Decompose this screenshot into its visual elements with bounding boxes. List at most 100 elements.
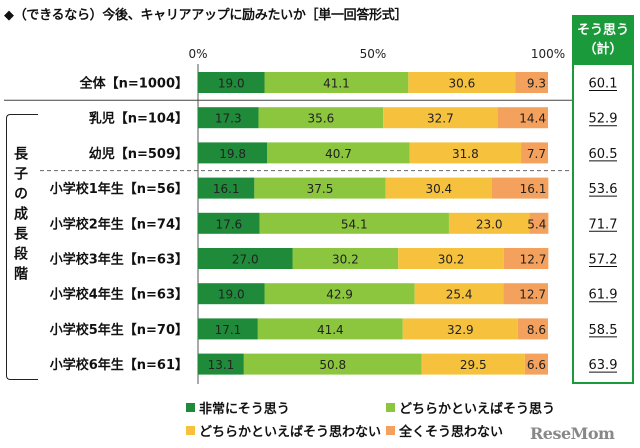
data-label: 42.9 <box>326 288 353 302</box>
legend-label-4: 全くそう思わない <box>399 425 504 440</box>
bar-segment <box>267 142 410 164</box>
bar-segment <box>515 72 548 93</box>
data-label: 13.1 <box>208 358 235 372</box>
legend-swatch-3 <box>186 426 195 435</box>
data-label: 5.4 <box>527 217 546 231</box>
total-value: 61.9 <box>589 288 618 303</box>
data-label: 14.4 <box>519 112 546 126</box>
data-label: 17.6 <box>215 217 242 231</box>
data-label: 32.9 <box>447 323 474 337</box>
bar-segment <box>414 283 504 305</box>
data-label: 9.3 <box>527 77 546 91</box>
data-label: 30.2 <box>438 253 465 267</box>
bar-segment <box>524 353 548 375</box>
bar-segment <box>497 107 548 129</box>
total-column-header: そう思う （計） <box>572 15 634 65</box>
bar-segment <box>258 107 384 129</box>
total-value: 63.9 <box>589 358 618 373</box>
brand-logo: ReseMom <box>530 424 615 443</box>
data-label: 27.0 <box>232 253 259 267</box>
data-label: 30.4 <box>425 182 452 196</box>
total-value: 60.5 <box>589 147 618 162</box>
bar-segment <box>292 248 399 269</box>
data-label: 41.1 <box>323 77 350 91</box>
total-value: 58.5 <box>589 323 618 338</box>
bar-segment <box>198 212 260 234</box>
data-label: 12.7 <box>519 288 546 302</box>
bar-segment <box>198 353 244 375</box>
legend-label-1: 非常にそう思う <box>199 402 290 417</box>
total-value: 57.2 <box>589 253 618 268</box>
data-label: 19.0 <box>218 77 245 91</box>
category-label: 全体【n=1000】 <box>79 76 188 92</box>
data-label: 30.6 <box>449 77 476 91</box>
data-label: 16.1 <box>213 182 240 196</box>
bar-segment <box>529 212 549 234</box>
chart-title: ◆（できるなら）今後、キャリアアップに励みたいか［単一回答形式］ <box>4 8 408 23</box>
total-header-line1: そう思う <box>576 23 629 38</box>
bar-segment <box>198 283 265 305</box>
bar-segment <box>254 177 386 199</box>
bar-segment <box>503 248 549 269</box>
data-label: 19.0 <box>218 288 245 302</box>
total-value: 52.9 <box>589 112 618 127</box>
total-header-line2: （計） <box>583 42 623 57</box>
bar-segment <box>521 142 548 164</box>
data-label: 50.8 <box>319 358 346 372</box>
category-label: 乳児【n=104】 <box>89 111 188 127</box>
data-label: 19.8 <box>219 147 246 161</box>
legend-item-2: どちらかといえばそう思う <box>386 398 555 417</box>
bar-segment <box>198 142 268 164</box>
x-tick-label: 50% <box>360 47 387 61</box>
data-label: 40.7 <box>325 147 352 161</box>
bar-segment <box>409 142 522 164</box>
group-bracket <box>6 114 38 380</box>
total-value: 60.1 <box>589 77 618 92</box>
category-label: 幼児【n=509】 <box>89 146 188 162</box>
legend-item-1: 非常にそう思う <box>186 398 290 417</box>
bar-segment <box>243 353 422 375</box>
bar-segment <box>448 212 530 234</box>
legend-swatch-2 <box>386 403 395 412</box>
data-label: 17.1 <box>215 323 242 337</box>
bar-segment <box>198 177 255 199</box>
data-label: 25.4 <box>446 288 473 302</box>
bar-segment <box>421 353 525 375</box>
total-value: 71.7 <box>589 217 618 232</box>
category-label: 小学校6年生【n=61】 <box>50 357 188 373</box>
bar-segment <box>503 283 548 305</box>
data-label: 16.1 <box>520 182 547 196</box>
data-label: 17.3 <box>215 112 242 126</box>
data-label: 7.7 <box>527 147 546 161</box>
bar-segment <box>259 212 449 234</box>
legend-item-3: どちらかといえばそう思わない <box>186 421 381 440</box>
bar-segment <box>257 318 403 340</box>
bar-segment <box>402 318 518 340</box>
data-label: 12.7 <box>520 253 547 267</box>
data-label: 6.6 <box>527 358 546 372</box>
bar-segment <box>385 177 492 199</box>
total-value: 53.6 <box>589 182 618 197</box>
data-label: 29.5 <box>460 358 487 372</box>
bar-segment <box>398 248 504 269</box>
bar-segment <box>198 318 258 340</box>
legend-label-2: どちらかといえばそう思う <box>399 402 556 417</box>
data-label: 54.1 <box>341 217 368 231</box>
legend-label-3: どちらかといえばそう思わない <box>199 425 382 440</box>
group-label: 長子の成長段階 <box>12 146 28 286</box>
legend-swatch-1 <box>186 403 195 412</box>
category-label: 小学校3年生【n=63】 <box>50 252 188 268</box>
x-tick-label: 0% <box>188 47 207 61</box>
data-label: 37.5 <box>307 182 334 196</box>
bar-segment <box>198 107 259 129</box>
bar-segment <box>264 72 409 93</box>
legend-swatch-4 <box>386 426 395 435</box>
data-label: 32.7 <box>427 112 454 126</box>
data-label: 41.4 <box>317 323 344 337</box>
data-label: 23.0 <box>476 217 503 231</box>
bar-segment <box>198 248 293 269</box>
category-label: 小学校5年生【n=70】 <box>50 322 188 338</box>
category-label: 小学校1年生【n=56】 <box>50 181 188 197</box>
legend-item-4: 全くそう思わない <box>386 421 503 440</box>
